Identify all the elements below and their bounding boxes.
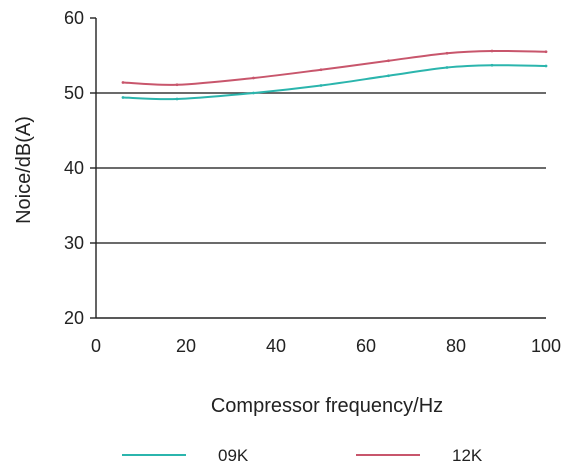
data-point-09K-5: [445, 66, 449, 69]
x-tick-label-20: 20: [176, 336, 196, 356]
data-point-12K-7: [544, 50, 548, 54]
x-axis-title: Compressor frequency/Hz: [211, 395, 443, 417]
series-line-12K: [122, 49, 547, 86]
series-lines: [121, 49, 548, 101]
data-point-09K-3: [319, 84, 323, 87]
legend: 09K 12K: [122, 446, 483, 465]
data-point-12K-3: [319, 68, 323, 72]
data-point-12K-4: [387, 59, 390, 63]
tick-labels: 20 30 40 50 60 0 20 40 60 80 100: [64, 8, 561, 356]
y-tick-label-20: 20: [64, 308, 84, 328]
data-point-09K-6: [490, 63, 494, 67]
y-tick-label-60: 60: [64, 8, 84, 28]
x-tick-label-60: 60: [356, 336, 376, 356]
data-point-12K-0: [121, 81, 125, 84]
legend-label-12K: 12K: [452, 446, 483, 465]
data-point-12K-2: [252, 76, 255, 80]
data-point-12K-6: [490, 49, 494, 53]
y-tick-label-30: 30: [64, 233, 84, 253]
data-point-09K-7: [544, 64, 548, 68]
data-point-09K-2: [252, 91, 255, 95]
data-point-12K-1: [175, 83, 179, 87]
legend-label-09K: 09K: [218, 446, 249, 465]
series-line-09K: [122, 64, 547, 101]
x-tick-label-40: 40: [266, 336, 286, 356]
x-tick-label-100: 100: [531, 336, 561, 356]
data-point-09K-0: [121, 96, 125, 99]
data-point-09K-4: [387, 74, 390, 78]
grid-lines: [96, 92, 546, 244]
y-axis-title: Noice/dB(A): [13, 116, 35, 224]
data-point-12K-5: [445, 51, 449, 55]
y-tick-label-40: 40: [64, 158, 84, 178]
y-tick-label-50: 50: [64, 83, 84, 103]
x-tick-label-0: 0: [91, 336, 101, 356]
data-point-09K-1: [175, 97, 179, 101]
x-tick-label-80: 80: [446, 336, 466, 356]
